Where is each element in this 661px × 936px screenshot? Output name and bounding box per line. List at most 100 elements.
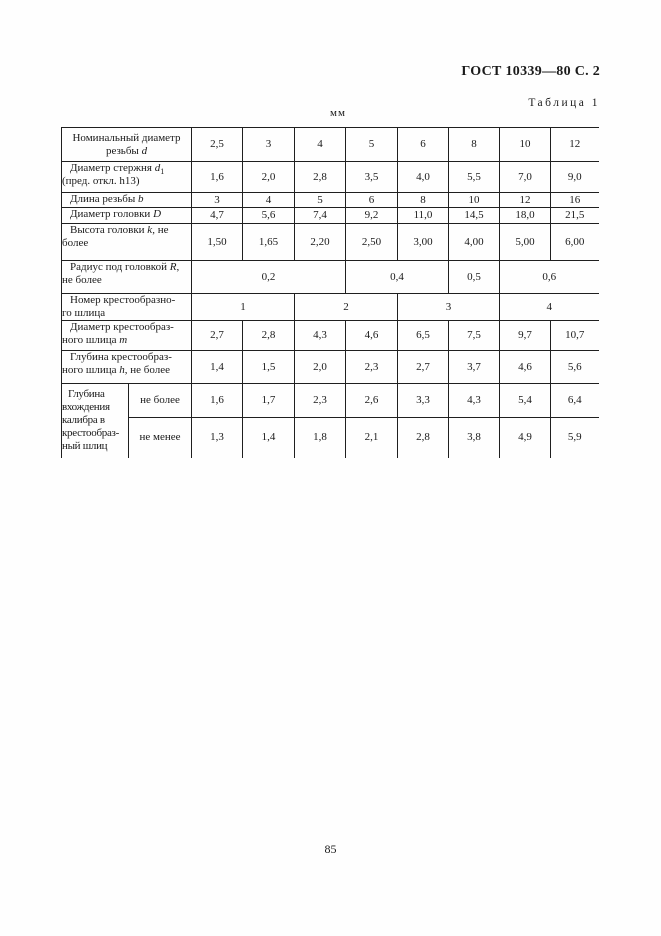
table-cell: 14,5 (448, 207, 500, 224)
row-label-text: , не более (62, 261, 180, 287)
table-cell: 3,7 (448, 350, 500, 384)
row-label-thread-length: Длина резьбы b (61, 192, 192, 208)
unit-label: мм (330, 107, 346, 119)
row-label-symbol: m (119, 334, 128, 346)
table-cell: 1,6 (191, 161, 243, 193)
table-cell: 4,6 (345, 320, 398, 351)
table-cell-merged: 1 (191, 293, 295, 321)
row-label-text: Номер крестообразно- го шлица (62, 294, 176, 320)
row-label-head-height: Высота головки k, не более (61, 223, 192, 261)
table-cell: 4,00 (448, 223, 500, 261)
sublabel-not-more: не более (128, 383, 192, 418)
row-label-text: Диаметр стержня (70, 162, 155, 175)
table-cell: 5 (345, 127, 398, 162)
table-cell: 4,3 (294, 320, 346, 351)
table-cell-merged: 2 (294, 293, 398, 321)
table-cell: 7,0 (499, 161, 551, 193)
table-cell: 1,7 (242, 383, 295, 418)
table-cell: 9,0 (550, 161, 599, 193)
table-cell: 5,9 (550, 417, 599, 458)
table-cell: 6 (345, 192, 398, 208)
table-cell: 2,20 (294, 223, 346, 261)
table-cell: 5 (294, 192, 346, 208)
table-cell: 1,50 (191, 223, 243, 261)
table-cell: 10 (499, 127, 551, 162)
table-cell: 21,5 (550, 207, 599, 224)
table-cell: 5,6 (242, 207, 295, 224)
row-label-symbol: d (154, 162, 161, 175)
table-cell: 9,2 (345, 207, 398, 224)
table-cell-merged: 0,6 (499, 260, 599, 294)
table-cell: 2,8 (397, 417, 449, 458)
row-recess-depth: Глубина крестообраз- ного шлица h, не бо… (61, 350, 599, 384)
table-cell: 4,3 (448, 383, 500, 418)
table-cell: 2,8 (294, 161, 346, 193)
table-cell-merged: 0,2 (191, 260, 346, 294)
table-cell-merged: 3 (397, 293, 500, 321)
dimensions-table: Номинальный диаметр резьбы d 2,5 3 4 5 6… (61, 127, 599, 458)
row-label-text: (пред. откл. h13) (62, 175, 140, 187)
table-cell: 2,5 (191, 127, 243, 162)
row-label-text: , не более (62, 224, 169, 250)
row-head-diameter: Диаметр головки D 4,7 5,6 7,4 9,2 11,0 1… (61, 207, 599, 224)
row-label-recess-number: Номер крестообразно- го шлица (61, 293, 192, 321)
table-cell: 2,6 (345, 383, 398, 418)
row-gauge-depth-max: Глубина вхождения калибра в крестообраз-… (61, 383, 599, 458)
table-cell: 1,4 (242, 417, 295, 458)
table-cell: 5,6 (550, 350, 599, 384)
table-cell: 2,7 (397, 350, 449, 384)
table-cell: 1,8 (294, 417, 346, 458)
row-label-subscript: 1 (160, 167, 165, 177)
row-label-gauge-depth: Глубина вхождения калибра в крестообраз-… (61, 383, 129, 458)
table-cell: 2,0 (242, 161, 295, 193)
table-cell: 11,0 (397, 207, 449, 224)
row-nominal-diameter: Номинальный диаметр резьбы d 2,5 3 4 5 6… (61, 127, 599, 162)
row-recess-number: Номер крестообразно- го шлица 1 2 3 4 (61, 293, 599, 321)
row-label-symbol: D (153, 208, 162, 221)
table-cell-merged: 4 (499, 293, 599, 321)
table-caption: Таблица 1 (528, 97, 600, 109)
row-head-height: Высота головки k, не более 1,50 1,65 2,2… (61, 223, 599, 261)
table-cell: 6 (397, 127, 449, 162)
table-cell: 3,00 (397, 223, 449, 261)
row-under-head-radius: Радиус под головкой R, не более 0,2 0,4 … (61, 260, 599, 294)
table-cell: 3,8 (448, 417, 500, 458)
row-label-symbol: R (169, 261, 177, 274)
table-cell: 4 (242, 192, 295, 208)
table-cell: 16 (550, 192, 599, 208)
table-cell: 2,50 (345, 223, 398, 261)
row-label-head-diameter: Диаметр головки D (61, 207, 192, 224)
table-cell: 7,5 (448, 320, 500, 351)
table-cell: 6,00 (550, 223, 599, 261)
table-cell: 4,0 (397, 161, 449, 193)
table-cell: 9,7 (499, 320, 551, 351)
table-cell: 3 (242, 127, 295, 162)
table-cell: 4,9 (499, 417, 551, 458)
row-label-symbol: d (141, 144, 148, 157)
row-label-text: Глубина крестообраз- ного шлица (62, 351, 172, 377)
row-label-symbol: b (138, 193, 144, 206)
table-cell: 8 (448, 127, 500, 162)
table-cell: 4,6 (499, 350, 551, 384)
table-cell: 3,3 (397, 383, 449, 418)
row-recess-diameter: Диаметр крестообраз- ного шлица m 2,7 2,… (61, 320, 599, 351)
row-label-text: Номинальный диаметр резьбы (72, 131, 181, 157)
table-cell: 7,4 (294, 207, 346, 224)
table-cell: 12 (499, 192, 551, 208)
table-cell: 4 (294, 127, 346, 162)
table-cell: 2,3 (345, 350, 398, 384)
table-cell: 2,7 (191, 320, 243, 351)
table-cell: 4,7 (191, 207, 243, 224)
table-cell: 10 (448, 192, 500, 208)
table-cell: 0,5 (448, 260, 500, 294)
table-cell: 6,4 (550, 383, 599, 418)
row-label-nominal-diameter: Номинальный диаметр резьбы d (61, 127, 192, 162)
table-cell: 5,5 (448, 161, 500, 193)
table-cell: 12 (550, 127, 599, 162)
table-cell: 2,3 (294, 383, 346, 418)
table-cell: 2,1 (345, 417, 398, 458)
row-rod-diameter: Диаметр стержня d1 (пред. откл. h13) 1,6… (61, 161, 599, 193)
row-label-symbol: k (147, 224, 153, 237)
table-cell: 3,5 (345, 161, 398, 193)
table-cell: 1,65 (242, 223, 295, 261)
